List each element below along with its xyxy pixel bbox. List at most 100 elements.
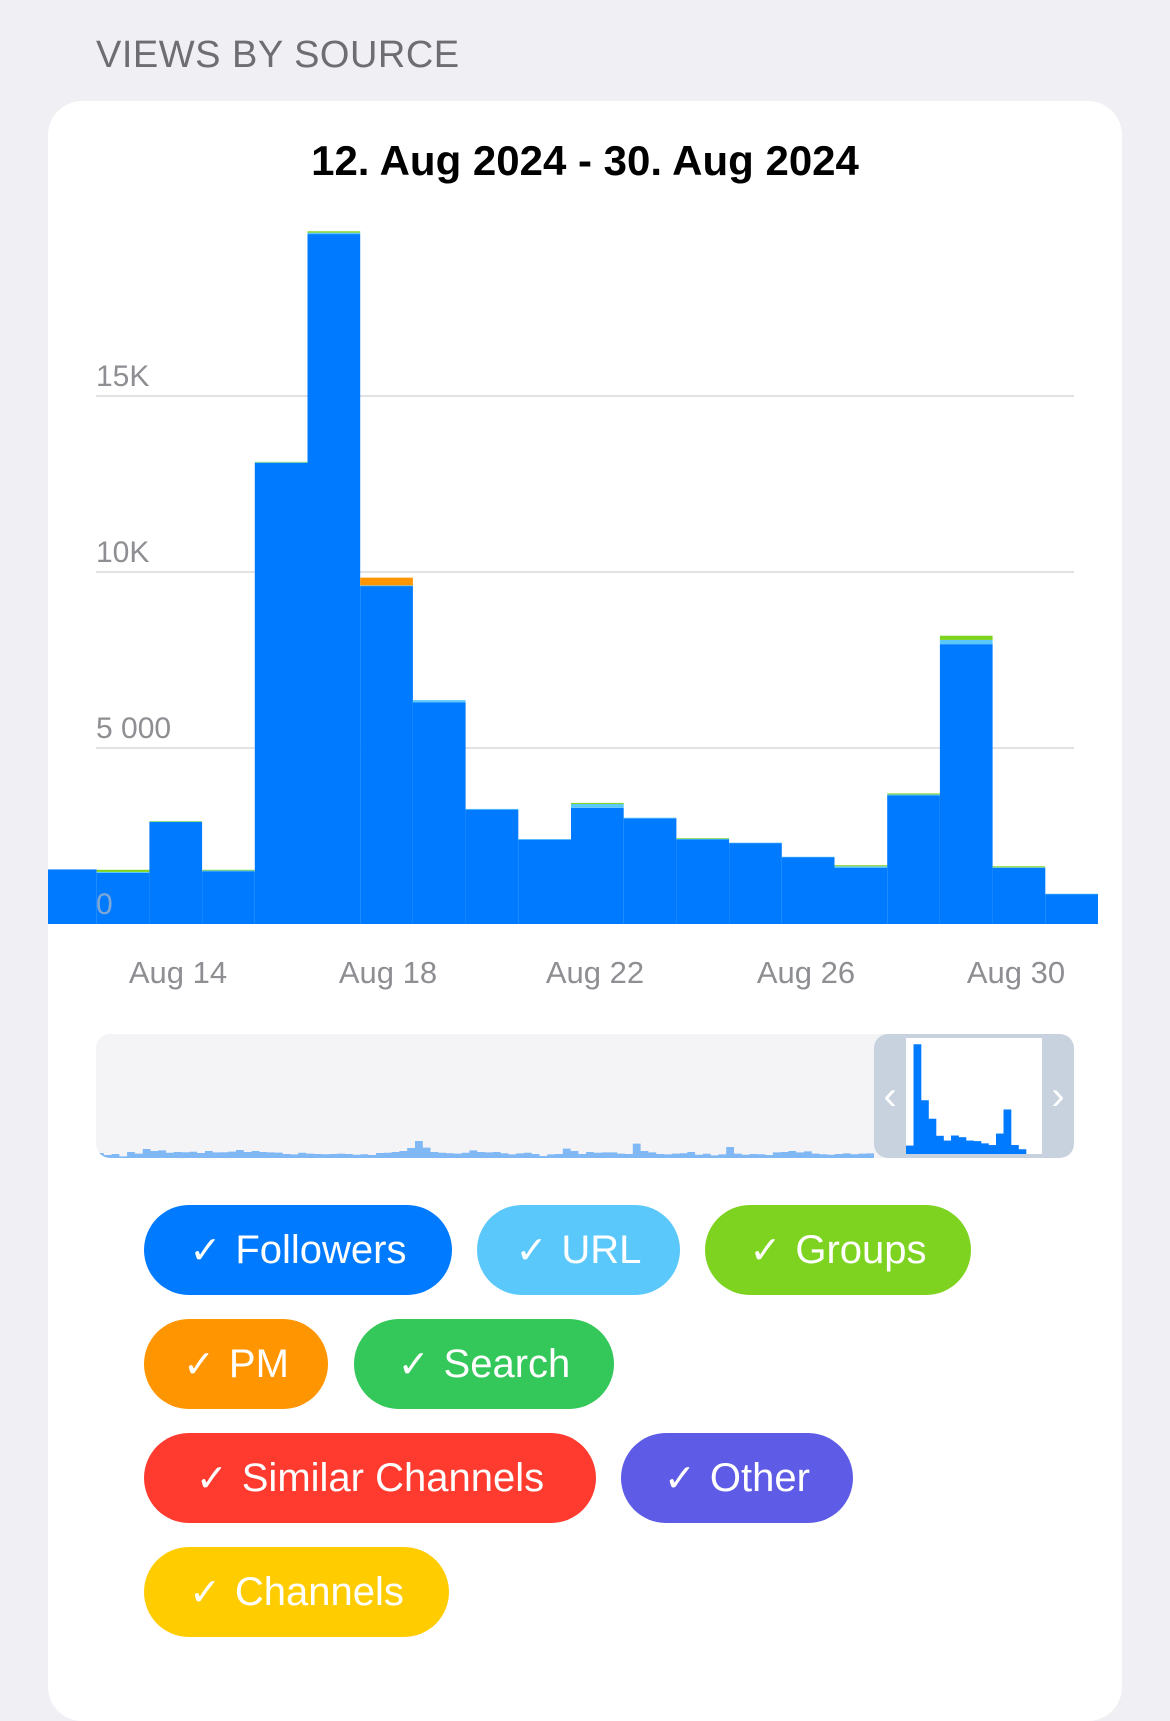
bar-segment-followers [1045,894,1098,924]
x-tick-label: Aug 18 [339,955,437,990]
bar-segment-followers [939,644,993,924]
bar-segment-followers [729,843,782,924]
bar-segment-followers [465,809,519,924]
bar-segment-url [149,821,203,823]
bar-segment-groups [834,865,888,867]
bar-segment-groups [149,821,203,822]
bar-segment-url [412,700,466,703]
bar-segment-url [781,856,835,858]
window-bar [906,1145,914,1154]
bar-segment-url [623,817,677,819]
bar-segment-followers [96,872,150,924]
bar-segment-url [254,462,308,463]
bar-segment-followers [412,702,466,924]
chevron-left-icon: ‹ [883,1073,897,1118]
window-bar [928,1118,937,1154]
bar-segment-groups [676,838,730,839]
filter-chip-url[interactable]: ✓ URL [477,1205,680,1295]
filter-chip-groups[interactable]: ✓ Groups [705,1205,971,1295]
bar-segment-url [1045,893,1098,895]
filter-chip-label: Other [709,1455,810,1500]
bar-segment-followers [48,869,97,924]
overview-selection-window[interactable]: ‹ › [874,1034,1074,1158]
filter-chip-search[interactable]: ✓ Search [354,1319,614,1409]
checkmark-icon: ✓ [189,1571,221,1614]
filter-chip-pm[interactable]: ✓ PM [144,1319,328,1409]
bar-segment-url [307,232,361,235]
bar-segment-url [676,838,730,840]
bar-segment-followers [307,234,361,924]
bar-segment-url [202,870,255,872]
checkmark-icon: ✓ [664,1457,696,1500]
bar-segment-followers [360,586,413,924]
window-bottom-border [906,1154,1042,1158]
checkmark-icon: ✓ [189,1229,222,1272]
bar-segment-followers [202,871,255,924]
filter-chip-similar-channels[interactable]: ✓ Similar Channels [144,1433,596,1523]
bar-segment-followers [149,821,203,924]
x-tick-label: Aug 22 [546,955,644,990]
filter-chip-label: Groups [795,1227,927,1272]
checkmark-icon: ✓ [195,1457,228,1500]
bar-segment-followers [992,867,1046,924]
y-tick-label: 5 000 [96,712,171,745]
overview-window-chart [906,1034,1042,1158]
window-bar [996,1133,1004,1154]
bar-segment-followers [834,867,888,924]
bar-segment-followers [571,807,624,924]
bar-segment-groups [202,869,255,871]
bar-segment-groups [571,802,624,804]
window-left-handle[interactable]: ‹ [874,1034,906,1158]
filter-chip-label: Similar Channels [241,1455,545,1500]
window-bar [1018,1149,1027,1154]
window-right-handle[interactable]: › [1042,1034,1074,1158]
x-tick-label: Aug 14 [129,955,227,990]
bar-segment-url [465,808,519,810]
bar-segment-groups [887,793,940,795]
filter-chip-label: Channels [234,1569,404,1614]
filter-chip-label: PM [228,1341,289,1386]
filter-chip-other[interactable]: ✓ Other [621,1433,853,1523]
bar-segment-url [96,871,150,873]
bar-segment-followers [781,857,835,924]
bar-segment-pm [360,577,413,586]
chart-card: 12. Aug 2024 - 30. Aug 2024 0 5 000 10K 15K… [48,101,1122,1721]
x-tick-label: Aug 30 [967,955,1065,990]
window-bar [966,1140,974,1154]
checkmark-icon: ✓ [515,1229,548,1272]
bar-segment-url [518,839,571,840]
checkmark-icon: ✓ [183,1343,215,1386]
window-bar [943,1140,952,1154]
window-bar [973,1141,982,1154]
bar-segment-groups [96,869,150,872]
filter-chip-followers[interactable]: ✓ Followers [144,1205,452,1295]
bar-segment-followers [254,462,308,924]
window-bar [921,1100,929,1154]
bar-segment-url [887,794,940,796]
window-top-border [906,1034,1042,1038]
window-bar [958,1137,967,1154]
bar-segment-followers [887,795,940,924]
window-bar [988,1145,997,1154]
checkmark-icon: ✓ [749,1229,782,1272]
bar-segment-groups [939,635,993,640]
views-by-source-chart[interactable]: 0 5 000 10K 15K Aug 14 Aug 18 Aug 22 Aug 26 Aug … [48,101,1122,1001]
filter-chip-label: Search [443,1341,571,1386]
filter-chip-label: Followers [235,1227,407,1272]
bar-segment-followers [676,839,730,924]
window-bar [1003,1109,1012,1154]
window-bar [951,1135,959,1154]
chevron-right-icon: › [1051,1073,1065,1118]
bar-segment-url [360,585,413,587]
overview-scrubber[interactable]: ‹ › [96,1034,1074,1158]
bar-segment-url [992,867,1046,868]
filter-chip-channels[interactable]: ✓ Channels [144,1547,449,1637]
bar-segment-groups [254,461,308,463]
bar-segment-followers [623,818,677,924]
date-range-title: 12. Aug 2024 - 30. Aug 2024 [311,137,859,184]
filter-chip-label: URL [561,1227,642,1272]
window-bar [1011,1145,1019,1154]
overview-chart [96,1141,874,1158]
checkmark-icon: ✓ [397,1343,430,1386]
bar-segment-groups [992,866,1046,868]
